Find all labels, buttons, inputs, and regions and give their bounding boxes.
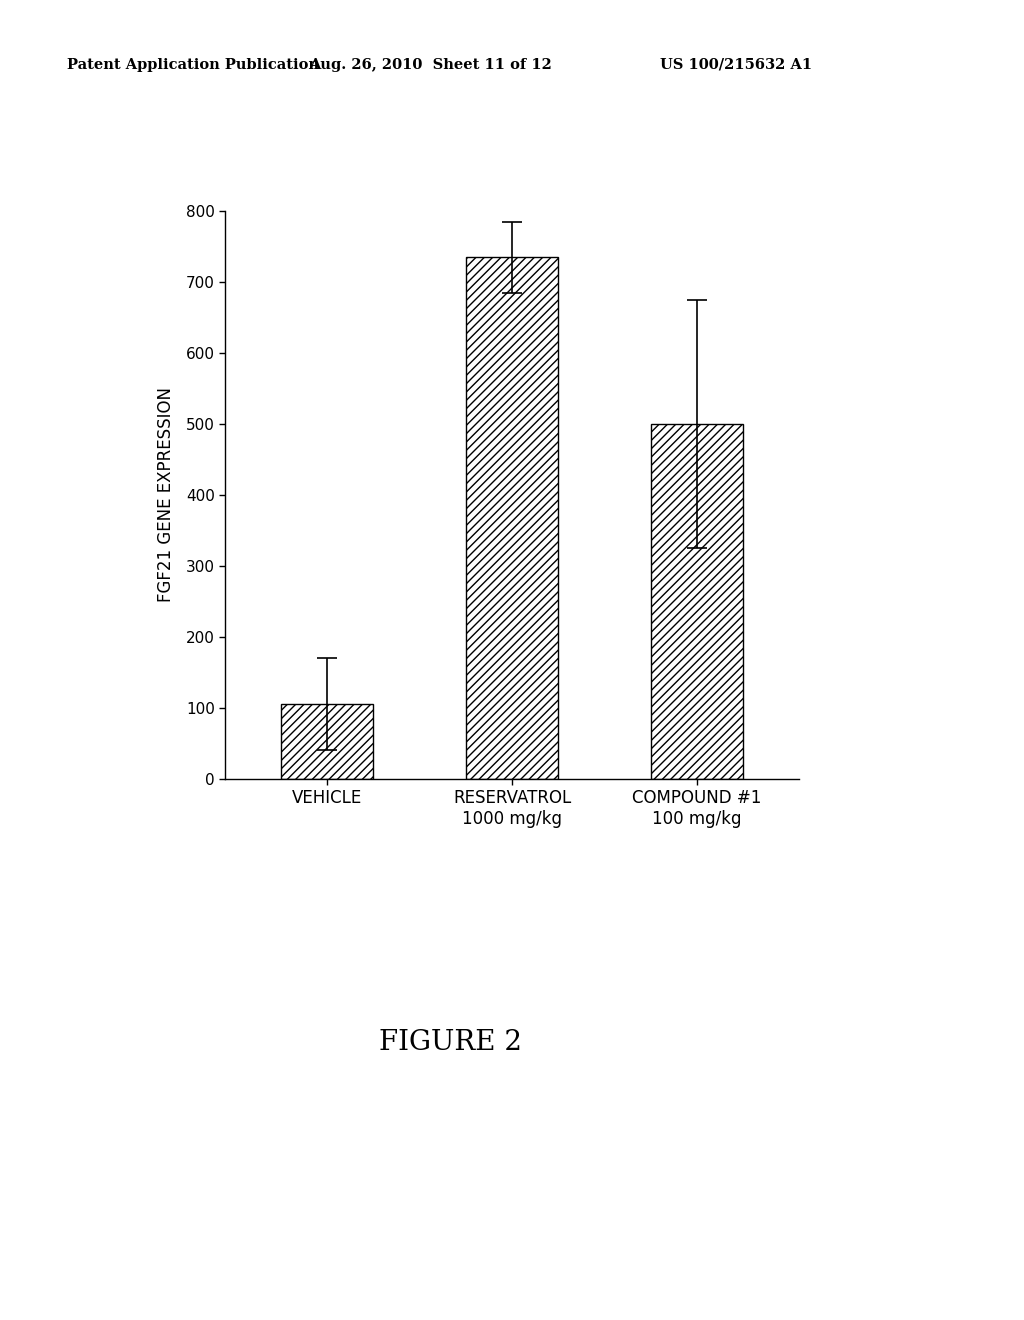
Bar — [650, 424, 743, 779]
Text: US 100/215632 A1: US 100/215632 A1 — [660, 58, 813, 71]
Bar — [281, 705, 374, 779]
Text: Aug. 26, 2010  Sheet 11 of 12: Aug. 26, 2010 Sheet 11 of 12 — [308, 58, 552, 71]
Text: Patent Application Publication: Patent Application Publication — [67, 58, 318, 71]
Text: FIGURE 2: FIGURE 2 — [379, 1030, 522, 1056]
Y-axis label: FGF21 GENE EXPRESSION: FGF21 GENE EXPRESSION — [157, 388, 175, 602]
Bar — [466, 257, 558, 779]
